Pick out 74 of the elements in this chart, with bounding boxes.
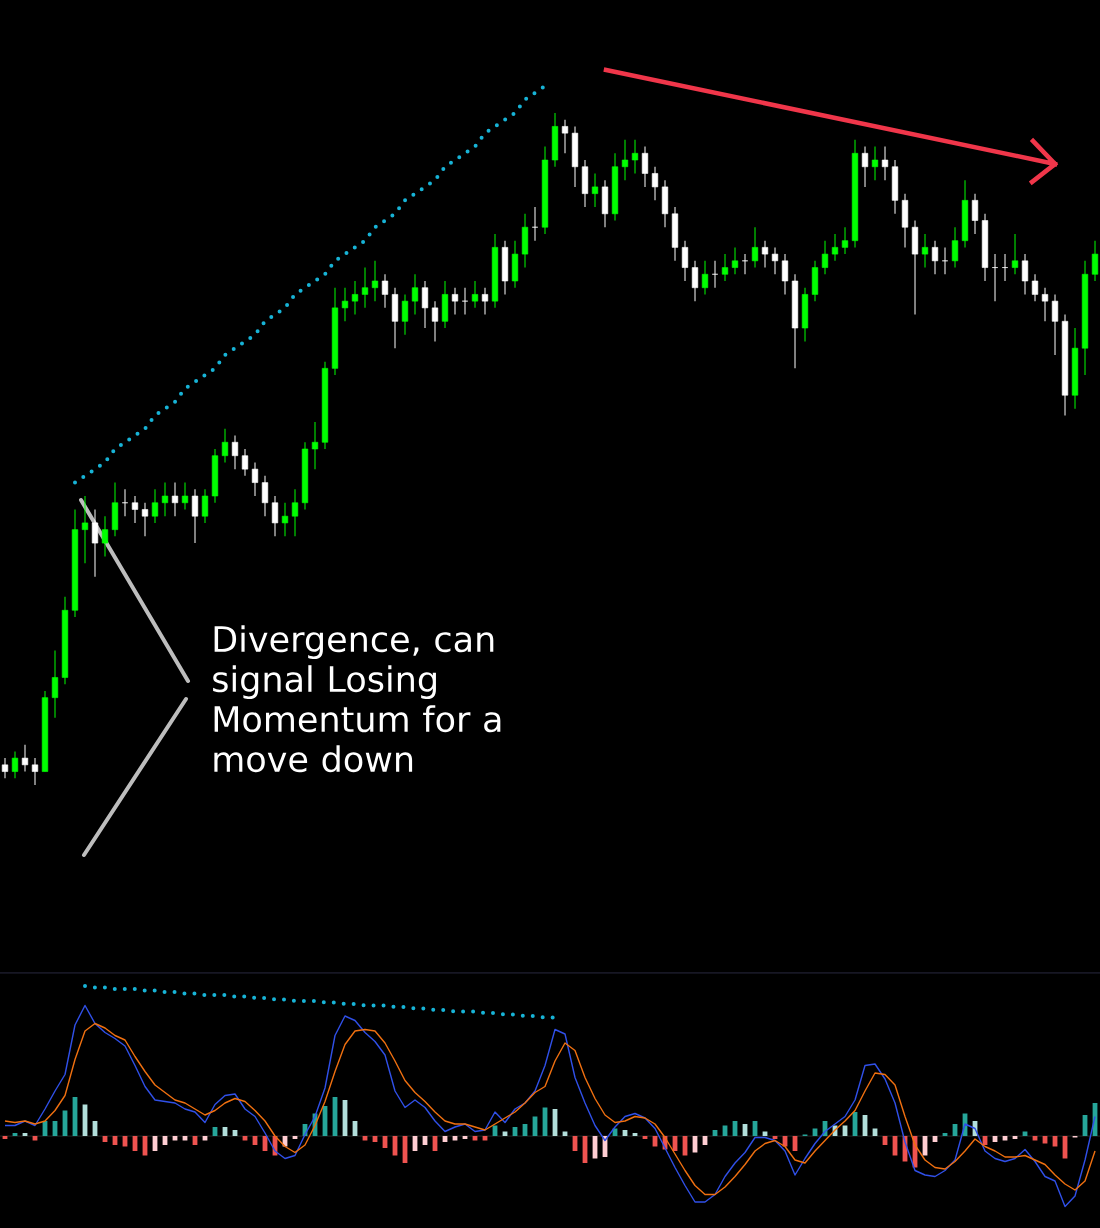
candlestick xyxy=(871,146,879,181)
candlestick xyxy=(131,495,139,524)
candlestick xyxy=(51,650,59,719)
candlestick xyxy=(161,482,169,517)
candlestick xyxy=(831,233,839,262)
candlestick xyxy=(401,293,409,336)
candlestick xyxy=(701,260,709,295)
candlestick xyxy=(461,287,469,316)
candlestick xyxy=(481,287,489,316)
candlestick xyxy=(341,287,349,322)
bar xyxy=(1022,1131,1028,1136)
candlestick xyxy=(561,119,569,154)
candlestick xyxy=(411,273,419,316)
candlestick xyxy=(141,502,149,537)
candlestick xyxy=(431,300,439,342)
candlestick xyxy=(1,757,9,779)
candlestick xyxy=(291,488,299,537)
candlestick xyxy=(221,428,229,463)
candlestick xyxy=(951,226,959,269)
candlestick xyxy=(101,515,109,558)
candlestick xyxy=(251,461,259,497)
candlestick xyxy=(821,240,829,275)
candlestick xyxy=(1031,273,1039,302)
bar xyxy=(562,1131,568,1136)
candlestick xyxy=(81,495,89,564)
candlestick xyxy=(1051,293,1059,356)
bar xyxy=(762,1131,768,1136)
candlestick xyxy=(1041,287,1049,322)
bar xyxy=(502,1131,508,1136)
candlestick xyxy=(281,502,289,537)
candlestick xyxy=(591,172,599,208)
candlestick xyxy=(171,482,179,517)
candlestick xyxy=(841,226,849,255)
annotation: Divergence, can signal Losing Momentum for a move down xyxy=(213,625,501,773)
candlestick xyxy=(421,280,429,329)
candlestick xyxy=(721,253,729,282)
candlestick xyxy=(761,240,769,269)
candlestick xyxy=(361,267,369,309)
candlestick xyxy=(651,166,659,201)
candlestick xyxy=(151,488,159,524)
candlestick xyxy=(681,240,689,282)
candlestick xyxy=(351,280,359,316)
candlestick xyxy=(201,488,209,524)
candlestick xyxy=(751,226,759,269)
candlestick xyxy=(371,260,379,302)
candlestick xyxy=(21,744,29,773)
candlestick xyxy=(881,146,889,181)
candlestick xyxy=(631,139,639,174)
candlestick xyxy=(691,260,699,302)
candlestick xyxy=(641,146,649,188)
candlestick xyxy=(1091,240,1099,282)
candlestick xyxy=(191,488,199,544)
candlestick xyxy=(451,287,459,316)
candlestick xyxy=(311,421,319,470)
candlestick xyxy=(1011,233,1019,275)
candlestick xyxy=(241,448,249,477)
candlestick xyxy=(971,193,979,235)
candlestick xyxy=(921,233,929,269)
candlestick xyxy=(91,508,99,578)
candlestick xyxy=(1021,253,1029,295)
candlestick xyxy=(781,253,789,295)
candlestick xyxy=(271,495,279,537)
candlestick xyxy=(731,246,739,275)
candlestick xyxy=(31,757,39,786)
candlestick xyxy=(861,146,869,188)
candlestick xyxy=(771,246,779,275)
candlestick xyxy=(231,435,239,470)
candlestick xyxy=(931,240,939,275)
candlestick xyxy=(261,475,269,517)
candlestick xyxy=(181,482,189,510)
candlestick xyxy=(621,139,629,181)
candlestick xyxy=(381,273,389,309)
candlestick xyxy=(11,750,19,779)
candlestick xyxy=(471,280,479,309)
